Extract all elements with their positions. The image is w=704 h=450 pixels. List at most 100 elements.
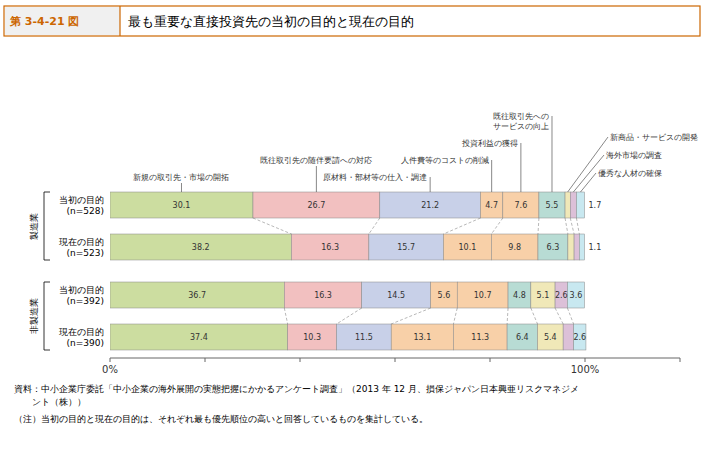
- bar-segment: [253, 192, 380, 218]
- connector-line: [570, 218, 574, 234]
- callout-leader: [568, 137, 608, 192]
- data-label: 10.3: [303, 333, 321, 342]
- series-callout: 新商品・サービスの開発: [610, 133, 698, 142]
- x-tick: [585, 358, 586, 362]
- data-label: 11.5: [355, 333, 373, 342]
- series-callouts: 新規の取引先・市場の開拓 既往取引先の随伴要請への対応原材料・部材等の仕入・調達 人…: [133, 112, 698, 192]
- series-callout-line: 人件費等のコストの削減: [401, 156, 489, 165]
- callout-leader: [551, 116, 552, 192]
- data-label: 16.3: [321, 243, 339, 252]
- bar-segment: [481, 192, 503, 218]
- callout-leader: [316, 166, 317, 192]
- series-callout-line: 新商品・サービスの開発: [610, 133, 698, 142]
- labels: 30.126.721.24.77.65.51.738.216.315.710.1…: [173, 201, 602, 342]
- connector-line: [284, 308, 287, 324]
- data-label: 11.3: [471, 333, 489, 342]
- x-tick: [110, 358, 111, 362]
- connector-line: [369, 218, 380, 234]
- data-label: 30.1: [173, 201, 191, 210]
- data-label: 6.4: [516, 333, 529, 342]
- bar-segment: [110, 192, 253, 218]
- bar-segment: [579, 234, 584, 260]
- bar-segment: [570, 192, 576, 218]
- callout-leader: [181, 183, 182, 192]
- connector-line: [555, 308, 563, 324]
- bar-segment: [555, 282, 567, 308]
- connector-line: [491, 218, 502, 234]
- data-label: 6.3: [547, 243, 560, 252]
- group-bracket: [44, 192, 50, 193]
- title: 最も重要な直接投資先の当初の目的と現在の目的: [128, 14, 414, 29]
- connector-line: [567, 308, 573, 324]
- data-label: 4.8: [513, 291, 526, 300]
- bar-segment: [563, 324, 573, 350]
- callout-leader: [580, 173, 596, 192]
- bar-segment: [576, 192, 584, 218]
- connector-line: [253, 218, 291, 234]
- series-callout: 新規の取引先・市場の開拓: [133, 173, 229, 182]
- data-label: 26.7: [307, 201, 325, 210]
- bar-segment: [574, 324, 586, 350]
- series-callout: 既往取引先へのサービスの向上: [493, 112, 549, 131]
- bar-segment: [453, 324, 507, 350]
- bar-segment: [284, 282, 361, 308]
- connector-line: [537, 218, 539, 234]
- bar-segment: [491, 234, 538, 260]
- series-callout-line: 原材料・部材等の仕入・調達: [323, 173, 427, 182]
- data-label-outside: 1.1: [589, 243, 602, 252]
- group-bracket: [44, 282, 50, 283]
- series-callout: 海外市場の調査: [606, 151, 662, 160]
- series-callout-line: 投資利益の獲得: [461, 139, 518, 148]
- bar-segment: [362, 282, 431, 308]
- bar-segment: [110, 282, 284, 308]
- bar-segment: [567, 282, 584, 308]
- series-callout: 優秀な人材の確保: [598, 169, 662, 178]
- series-callout: 原材料・部材等の仕入・調達: [323, 173, 427, 182]
- data-label: 5.4: [544, 333, 557, 342]
- bar-segment: [503, 192, 539, 218]
- series-callout-line: 既往取引先への: [493, 112, 549, 121]
- connector-line: [531, 308, 538, 324]
- series-callout-line: 新規の取引先・市場の開拓: [133, 173, 229, 182]
- series-callout: 既往取引先の随伴要請への対応: [260, 156, 372, 165]
- connector-line: [507, 308, 509, 324]
- data-label: 5.5: [546, 201, 559, 210]
- x-tick-label: 100%: [571, 364, 600, 375]
- series-callout-line: サービスの向上: [493, 122, 549, 131]
- callout-leader: [520, 143, 521, 192]
- data-label: 2.6: [555, 291, 568, 300]
- group-bracket: [44, 282, 45, 350]
- x-tick: [490, 358, 491, 362]
- x-tick: [395, 358, 396, 362]
- category-label-line: (n=392): [67, 296, 104, 306]
- title-frame: [4, 6, 700, 36]
- bar-segment: [508, 282, 531, 308]
- series-callout: 投資利益の獲得: [461, 139, 518, 148]
- connector-line: [576, 218, 579, 234]
- plot-marks: [110, 192, 586, 350]
- series-callout-line: 海外市場の調査: [606, 151, 662, 160]
- callout-leader: [430, 177, 431, 192]
- note: ント（株））: [14, 397, 86, 407]
- bar-segment: [565, 192, 570, 218]
- data-label: 37.4: [190, 333, 208, 342]
- data-label: 9.8: [508, 243, 521, 252]
- bar-segment: [110, 324, 288, 350]
- data-label: 14.5: [387, 291, 405, 300]
- bar-segment: [391, 324, 453, 350]
- category-label: 当初の目的(n=528): [59, 195, 104, 216]
- series-callout: 人件費等のコストの削減: [401, 156, 489, 165]
- category-label: 現在の目的(n=390): [59, 327, 104, 348]
- category-label: 当初の目的(n=392): [59, 285, 104, 306]
- note: 資料：中小企業庁委託「中小企業の海外展開の実態把握にかかるアンケート調査」（20…: [14, 384, 579, 394]
- bar-segment: [538, 234, 568, 260]
- data-label: 16.3: [314, 291, 332, 300]
- data-label: 5.1: [537, 291, 550, 300]
- figure-number: 第 3-4-21 図: [9, 15, 79, 28]
- bar-segment: [507, 324, 537, 350]
- data-label: 36.7: [188, 291, 206, 300]
- category-label-line: (n=390): [67, 338, 104, 348]
- bar-segment: [443, 234, 491, 260]
- data-label: 2.6: [573, 333, 586, 342]
- x-tick: [680, 358, 681, 362]
